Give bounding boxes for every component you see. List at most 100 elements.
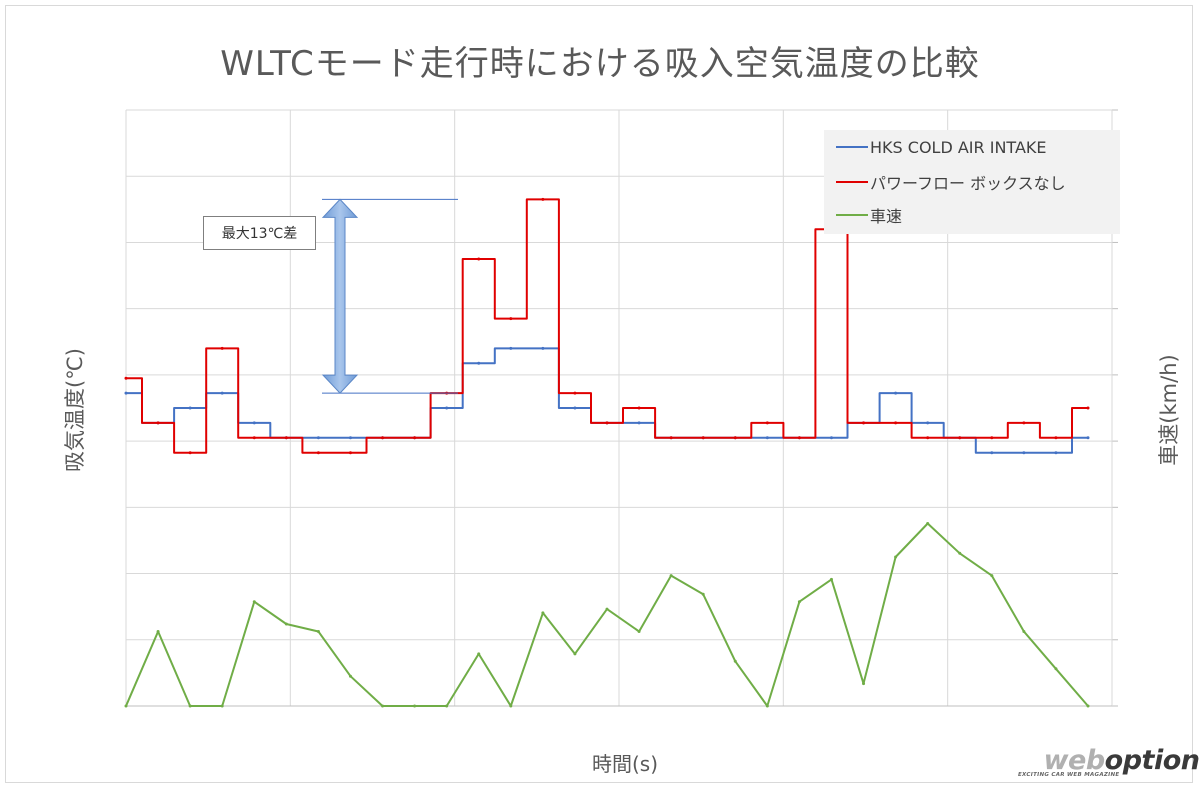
data-point xyxy=(220,704,224,708)
data-point xyxy=(220,391,224,395)
data-point xyxy=(284,436,288,440)
data-point xyxy=(894,421,898,425)
data-point xyxy=(1022,451,1026,455)
data-point xyxy=(765,421,769,425)
data-point xyxy=(124,704,128,708)
data-point xyxy=(669,574,673,578)
data-point xyxy=(220,346,224,350)
data-point xyxy=(669,436,673,440)
data-point xyxy=(765,704,769,708)
data-point xyxy=(990,436,994,440)
data-point xyxy=(477,257,481,261)
data-point xyxy=(1086,704,1090,708)
series-line-2 xyxy=(125,522,1089,707)
legend-item-hks: HKS COLD AIR INTAKE xyxy=(836,135,1046,159)
data-point xyxy=(188,406,192,410)
data-point xyxy=(797,436,801,440)
data-point xyxy=(765,436,769,440)
annotation-box: 最大13℃差 xyxy=(203,216,316,250)
data-point xyxy=(348,451,352,455)
data-point xyxy=(733,659,737,663)
data-point xyxy=(445,704,449,708)
data-point xyxy=(926,436,930,440)
data-point xyxy=(188,704,192,708)
data-point xyxy=(701,436,705,440)
data-point xyxy=(124,391,128,395)
data-point xyxy=(316,630,320,633)
data-point xyxy=(637,630,641,633)
data-point xyxy=(701,592,705,596)
data-point xyxy=(541,346,545,350)
data-point xyxy=(605,607,609,611)
data-point xyxy=(381,704,385,708)
data-point xyxy=(541,611,545,615)
chart-title: WLTCモード走行時における吸入空気温度の比較 xyxy=(220,44,980,84)
data-point xyxy=(926,421,930,425)
data-point xyxy=(445,406,449,410)
data-point xyxy=(477,361,481,365)
legend-label-speed: 車速 xyxy=(870,207,903,226)
data-point xyxy=(316,436,320,440)
data-point xyxy=(637,421,641,425)
data-point xyxy=(958,436,962,440)
data-point xyxy=(862,421,866,425)
data-point xyxy=(1054,436,1058,440)
data-point xyxy=(124,376,128,380)
data-point xyxy=(541,197,545,201)
data-point xyxy=(573,652,577,656)
data-point xyxy=(156,421,160,425)
data-point xyxy=(573,391,577,395)
data-point xyxy=(829,436,833,440)
data-point xyxy=(381,436,385,440)
data-point xyxy=(1054,451,1058,455)
data-point xyxy=(990,451,994,455)
data-point xyxy=(477,652,481,656)
weboption-logo: weboption EXCITING CAR WEB MAGAZINE xyxy=(1018,745,1200,778)
data-point xyxy=(413,436,417,440)
data-point xyxy=(413,704,417,708)
data-point xyxy=(958,551,962,555)
data-point xyxy=(252,436,256,440)
data-point xyxy=(990,574,994,578)
data-point xyxy=(573,406,577,410)
data-point xyxy=(829,577,833,581)
legend-swatch-powerflow xyxy=(836,181,868,183)
data-point xyxy=(862,682,866,686)
data-point xyxy=(926,521,930,525)
data-point xyxy=(348,674,352,678)
data-point xyxy=(284,622,288,626)
data-point xyxy=(605,421,609,425)
legend-swatch-hks xyxy=(836,146,868,148)
legend-label-hks: HKS COLD AIR INTAKE xyxy=(870,137,1047,157)
legend-label-powerflow: パワーフロー ボックスなし xyxy=(870,174,1066,193)
data-point xyxy=(894,391,898,395)
legend-item-speed: 車速 xyxy=(836,203,902,227)
data-point xyxy=(797,600,801,604)
data-point xyxy=(1022,421,1026,425)
data-point xyxy=(1086,436,1090,440)
data-point xyxy=(348,436,352,440)
data-point xyxy=(509,346,513,350)
legend: HKS COLD AIR INTAKE パワーフロー ボックスなし 車速 xyxy=(824,130,1120,234)
data-point xyxy=(509,317,513,321)
data-point xyxy=(1054,667,1058,671)
legend-item-powerflow: パワーフロー ボックスなし xyxy=(836,170,1066,194)
y-axis-right-label: 車速(km/h) xyxy=(1157,354,1181,466)
data-point xyxy=(1086,406,1090,410)
series-line-1 xyxy=(126,198,1088,454)
data-point xyxy=(894,555,898,559)
data-point xyxy=(252,421,256,425)
data-point xyxy=(1022,630,1026,633)
data-point xyxy=(509,704,513,708)
legend-swatch-speed xyxy=(836,214,868,216)
chart-frame xyxy=(5,5,1193,783)
data-point xyxy=(252,600,256,604)
data-point xyxy=(733,436,737,440)
x-axis-label: 時間(s) xyxy=(591,752,659,776)
data-point xyxy=(188,451,192,455)
double-arrow-icon xyxy=(321,198,359,394)
y-axis-left-label: 吸気温度(℃) xyxy=(63,348,87,472)
data-point xyxy=(637,406,641,410)
data-point xyxy=(316,451,320,455)
